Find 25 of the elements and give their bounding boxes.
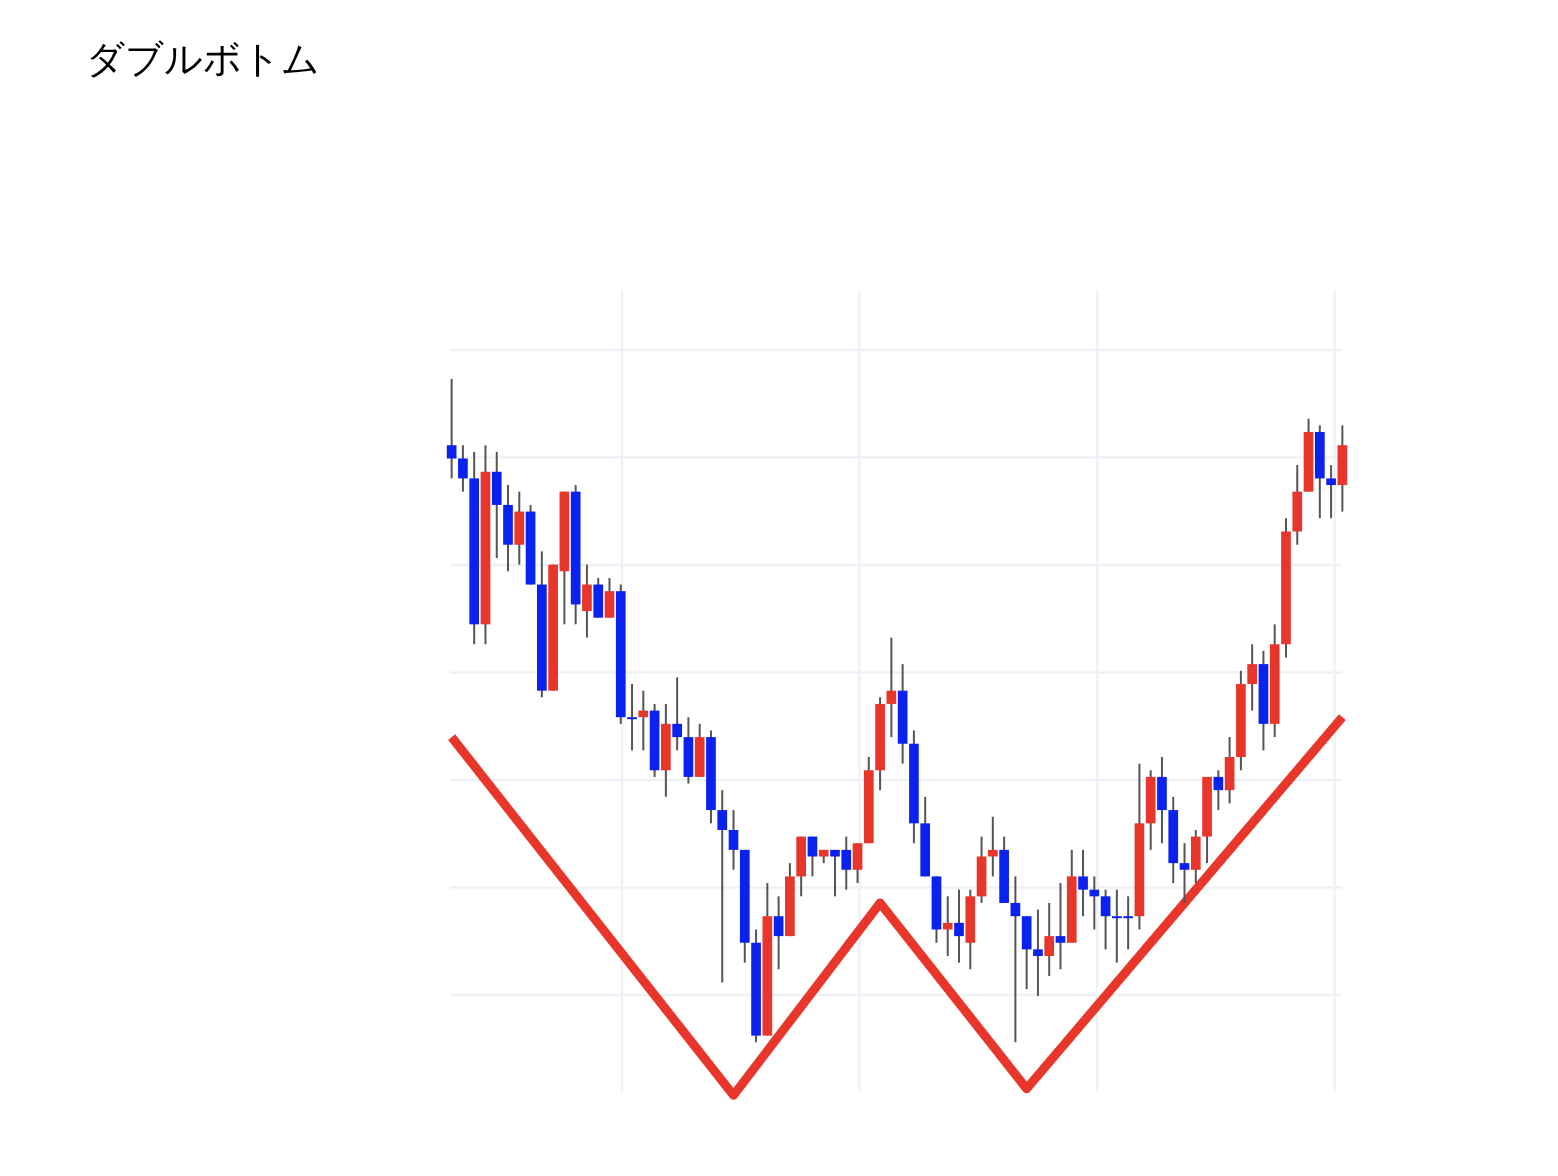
candlestick xyxy=(638,689,649,752)
candlestick xyxy=(1044,901,1055,977)
candlestick xyxy=(446,377,457,480)
candlestick xyxy=(1033,908,1043,997)
candlestick xyxy=(1213,769,1224,812)
candlestick xyxy=(458,444,468,493)
candlestick xyxy=(1078,848,1088,918)
chart-title: ダブルボトム xyxy=(86,37,320,81)
candlestick xyxy=(627,683,637,752)
candlestick xyxy=(672,676,682,752)
candlestick xyxy=(942,895,953,958)
candlestick xyxy=(773,895,784,971)
candlestick xyxy=(886,636,897,739)
candlestick xyxy=(1100,888,1111,951)
candlestick xyxy=(1326,464,1336,520)
candlestick xyxy=(987,815,998,878)
candlestick xyxy=(1089,875,1100,931)
candlestick xyxy=(1055,882,1066,971)
candlestick xyxy=(807,835,818,878)
candlestick xyxy=(728,809,739,871)
candlestick xyxy=(1179,842,1190,904)
candlestick xyxy=(717,789,728,984)
candlestick xyxy=(1010,875,1021,1044)
candlestick xyxy=(954,888,964,964)
candlestick xyxy=(1247,643,1258,712)
